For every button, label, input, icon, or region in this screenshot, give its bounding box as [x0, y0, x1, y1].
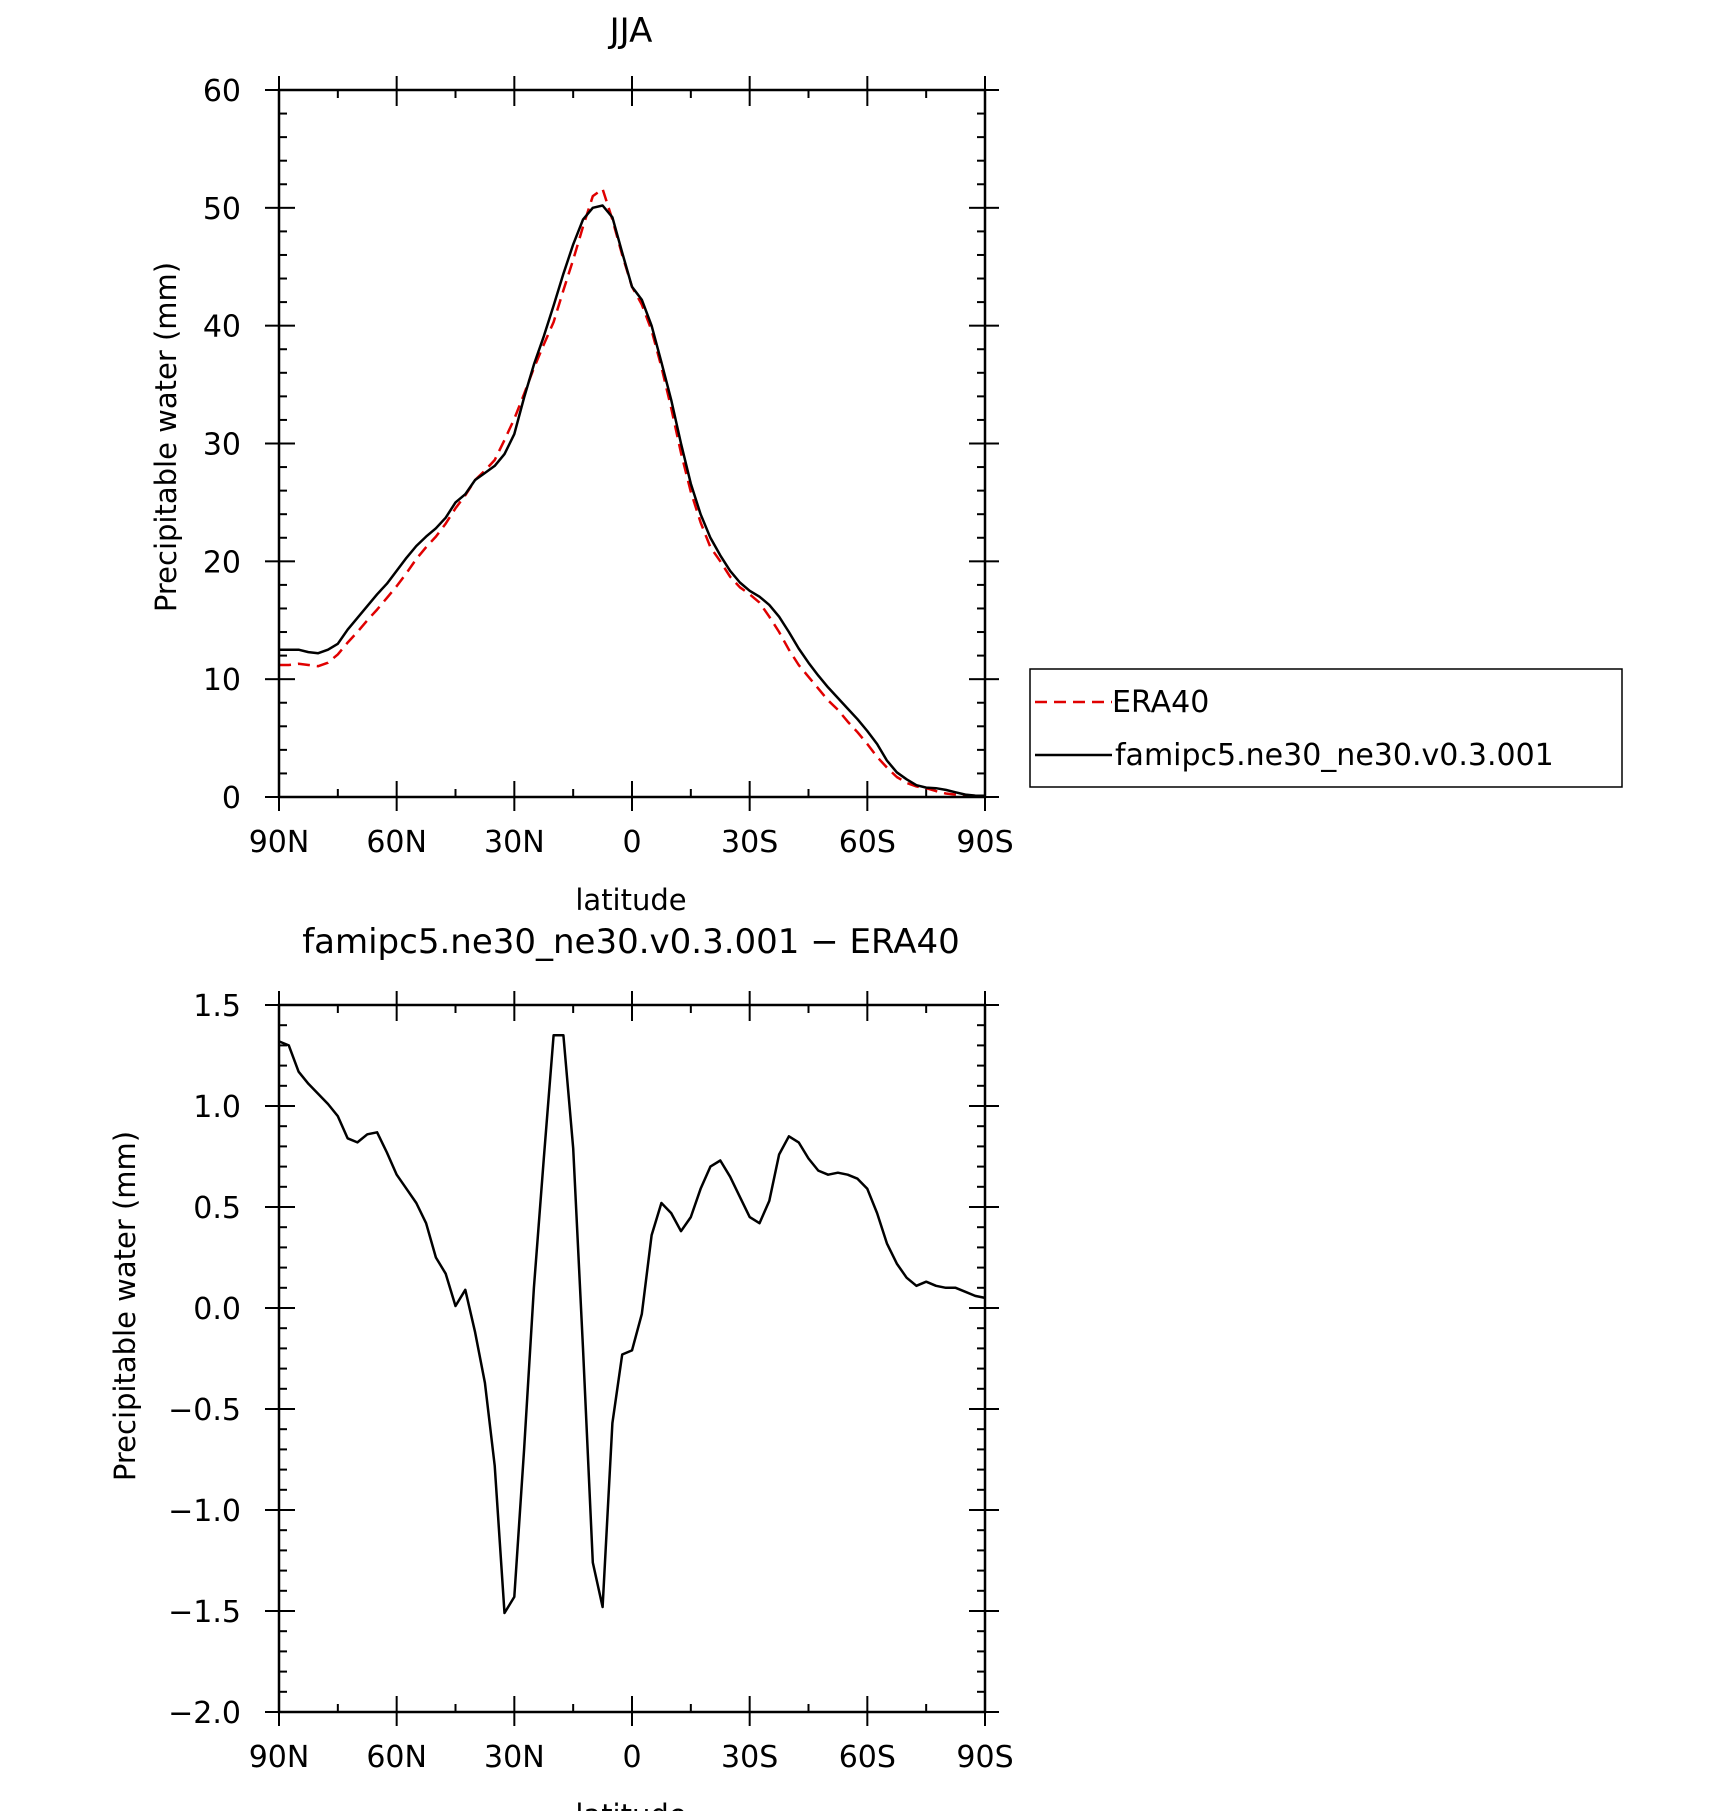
- x-tick-label: 0: [622, 825, 641, 860]
- y-axis-title: Precipitable water (mm): [108, 1131, 142, 1481]
- chart-title: famipc5.ne30_ne30.v0.3.001 − ERA40: [302, 922, 960, 962]
- x-tick-label: 60S: [839, 825, 896, 860]
- x-tick-label: 30N: [484, 825, 545, 860]
- x-axis-title: latitude: [575, 883, 686, 917]
- x-axis-title: latitude: [575, 1798, 686, 1811]
- x-tick-label: 0: [622, 1740, 641, 1775]
- series-lines: [279, 187, 986, 798]
- x-tick-label: 30N: [484, 1740, 545, 1775]
- x-tick-label: 90N: [249, 825, 310, 860]
- y-tick-label: −0.5: [168, 1393, 241, 1428]
- x-tick-label: 60N: [366, 1740, 427, 1775]
- chart-title: JJA: [608, 11, 653, 51]
- y-tick-label: 1.5: [193, 989, 241, 1024]
- plot-frame: [277, 1003, 987, 1714]
- y-tick-labels: −2.0 −1.5 −1.0 −0.5 0.0 0.5 1.0 1.5: [168, 989, 241, 1731]
- plot-frame: [277, 88, 987, 799]
- x-tick-label: 60N: [366, 825, 427, 860]
- series-line-famipc5-ne30-ne30-v0-3-001: [279, 204, 986, 798]
- y-tick-label: 10: [203, 663, 241, 698]
- y-tick-label: 0.5: [193, 1191, 241, 1226]
- x-tick-label: 90N: [249, 1740, 310, 1775]
- y-tick-label: −2.0: [168, 1696, 241, 1731]
- x-tick-labels: 90N 60N 30N 0 30S 60S 90S: [249, 1740, 1014, 1775]
- series-lines: [278, 1034, 986, 1615]
- x-tick-label: 30S: [721, 825, 778, 860]
- x-tick-label: 30S: [721, 1740, 778, 1775]
- x-tick-label: 90S: [956, 825, 1013, 860]
- legend-label-era40: ERA40: [1112, 685, 1209, 720]
- tick-marks: [265, 991, 999, 1726]
- y-tick-label: −1.5: [168, 1595, 241, 1630]
- x-tick-label: 60S: [839, 1740, 896, 1775]
- y-tick-label: 20: [203, 545, 241, 580]
- x-tick-label: 90S: [956, 1740, 1013, 1775]
- x-tick-labels: 90N 60N 30N 0 30S 60S 90S: [249, 825, 1014, 860]
- y-tick-label: 50: [203, 192, 241, 227]
- legend-label-model: famipc5.ne30_ne30.v0.3.001: [1115, 738, 1554, 773]
- legend: ERA40 famipc5.ne30_ne30.v0.3.001: [1029, 668, 1623, 788]
- y-tick-label: 40: [203, 310, 241, 345]
- panel-difference: famipc5.ne30_ne30.v0.3.001 − ERA40 Preci…: [108, 922, 1014, 1811]
- series-line-difference: [278, 1034, 986, 1615]
- y-tick-labels: 0 10 20 30 40 50 60: [203, 74, 241, 816]
- y-tick-label: 1.0: [193, 1090, 241, 1125]
- legend-box: [1029, 668, 1623, 788]
- y-tick-label: 0: [222, 781, 241, 816]
- y-tick-label: 30: [203, 428, 241, 463]
- y-tick-label: 60: [203, 74, 241, 109]
- y-tick-label: −1.0: [168, 1494, 241, 1529]
- y-axis-title: Precipitable water (mm): [149, 262, 183, 612]
- panel-zonal-mean: JJA Precipitable water (mm) latitude 90N…: [149, 11, 1623, 917]
- y-tick-label: 0.0: [193, 1292, 241, 1327]
